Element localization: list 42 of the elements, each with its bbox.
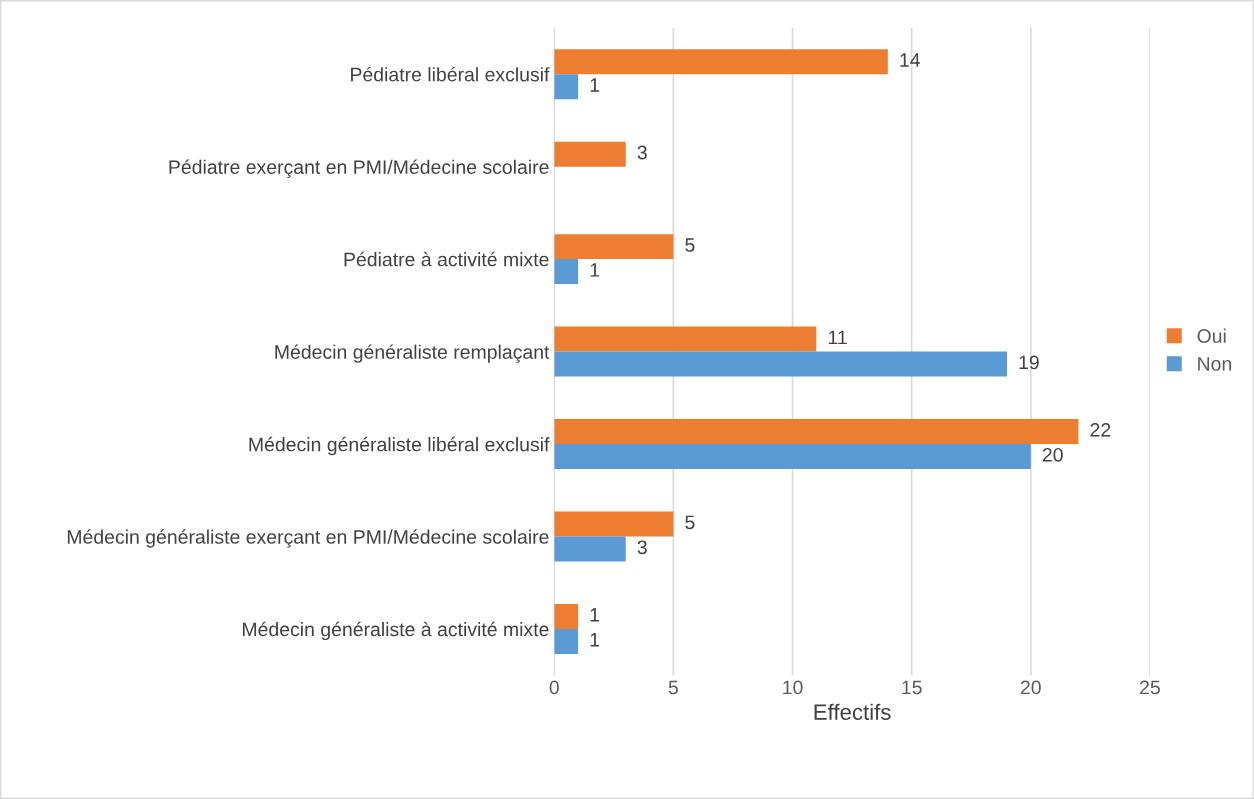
data-label: 3 — [637, 540, 647, 555]
y-tick-label: Médecin généraliste remplaçant — [275, 344, 550, 363]
data-label: 1 — [590, 263, 600, 277]
bar — [554, 141, 626, 167]
data-label: 1 — [590, 608, 600, 622]
bar — [554, 603, 579, 629]
bar — [554, 74, 579, 100]
bar — [554, 536, 626, 562]
data-label: 1 — [590, 633, 600, 647]
data-label: 11 — [828, 330, 847, 345]
data-label: 14 — [900, 53, 920, 67]
data-label: 19 — [1019, 355, 1039, 370]
y-tick-label: Pédiatre libéral exclusif — [351, 66, 550, 82]
bar — [554, 628, 579, 654]
data-label: 20 — [1042, 447, 1063, 462]
data-label: 1 — [590, 78, 600, 92]
y-tick-label: Pédiatre exerçant en PMI/Médecine scolaire — [169, 159, 549, 178]
bar — [554, 326, 817, 352]
bar — [554, 511, 674, 537]
x-tick-label: 25 — [1140, 680, 1160, 695]
legend-label: Oui — [1197, 328, 1226, 343]
x-tick-label: 20 — [1020, 680, 1041, 695]
x-tick-label: 10 — [783, 680, 803, 695]
y-tick-label: Médecin généraliste libéral exclusif — [249, 436, 550, 456]
bar — [554, 419, 1079, 445]
y-tick-label: Médecin généraliste à activité mixte — [243, 621, 549, 641]
bar — [554, 444, 1031, 469]
y-tick-label: Pédiatre à activité mixte — [344, 251, 549, 267]
x-axis-title: Effectifs — [814, 703, 891, 721]
data-label: 22 — [1090, 422, 1111, 437]
y-tick-label: Médecin généraliste exerçant en PMI/Médecine scolaire — [67, 529, 549, 548]
x-tick-label: 5 — [668, 680, 678, 695]
x-tick-label: 0 — [549, 680, 559, 695]
legend-label: Non — [1198, 357, 1231, 371]
bar — [554, 351, 1007, 377]
bar — [554, 49, 888, 75]
bar — [554, 234, 674, 260]
data-label: 3 — [637, 145, 647, 160]
x-tick-label: 15 — [902, 680, 922, 695]
data-label: 5 — [685, 515, 695, 530]
bar — [554, 259, 579, 285]
data-label: 5 — [685, 238, 695, 252]
